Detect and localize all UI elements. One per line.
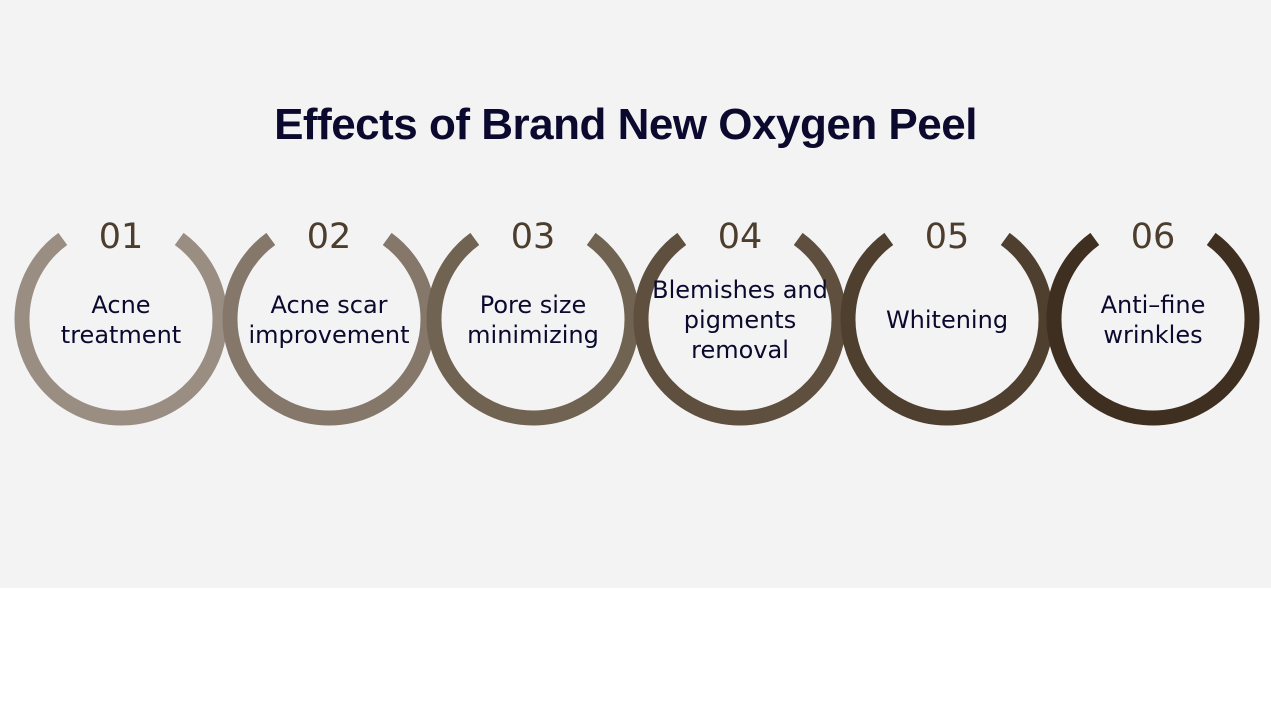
effect-item-02: 02 Acne scar improvement <box>229 215 429 415</box>
effect-item-06: 06 Anti–fine wrinkles <box>1053 215 1253 415</box>
effect-number: 06 <box>1130 217 1176 257</box>
effect-label: Whitening <box>885 306 1009 334</box>
effect-label: Blemishes and pigments removal <box>652 276 828 364</box>
effect-label: Anti–fine wrinkles <box>1100 291 1206 349</box>
effect-label: Acne scar improvement <box>248 291 410 349</box>
effect-ring-01 <box>14 232 228 426</box>
effect-ring-05 <box>840 232 1054 426</box>
effect-item-05: 05 Whitening <box>847 215 1047 415</box>
effect-number: 02 <box>306 217 352 257</box>
effect-number: 03 <box>510 217 556 257</box>
effect-ring-03 <box>426 232 640 426</box>
effect-number: 01 <box>98 217 144 257</box>
effect-item-03: 03 Pore size minimizing <box>433 215 633 415</box>
effect-item-01: 01 Acne treatment <box>21 215 221 415</box>
page-title: Effects of Brand New Oxygen Peel <box>274 100 977 149</box>
background-panel: Effects of Brand New Oxygen Peel 01 Acne… <box>0 0 1271 588</box>
effect-item-04: 04 Blemishes and pigments removal <box>640 215 840 415</box>
effect-number: 04 <box>717 217 763 257</box>
rings-graphic <box>14 232 1260 426</box>
effect-ring-02 <box>222 232 436 426</box>
effect-label: Acne treatment <box>60 291 182 349</box>
effect-ring-04 <box>633 232 847 426</box>
effect-ring-06 <box>1046 232 1260 426</box>
effect-number: 05 <box>924 217 970 257</box>
effect-label: Pore size minimizing <box>467 291 599 349</box>
